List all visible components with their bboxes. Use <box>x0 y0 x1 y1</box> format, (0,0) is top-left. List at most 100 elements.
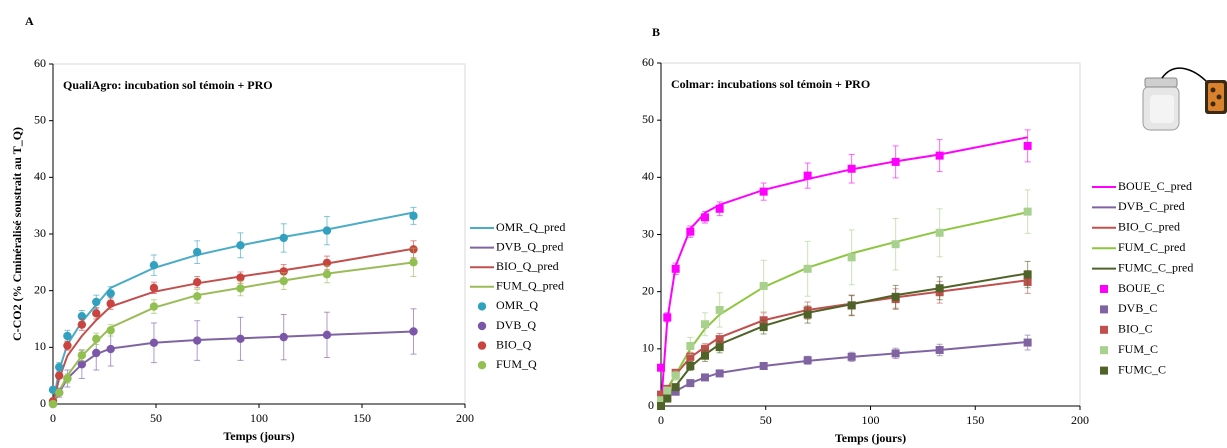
legend-swatch <box>477 321 487 331</box>
data-point <box>54 388 64 397</box>
data-point <box>686 352 695 361</box>
data-point <box>92 297 101 307</box>
data-point <box>106 289 115 298</box>
data-point <box>700 320 709 329</box>
data-point <box>847 352 856 361</box>
x-tick-label: 200 <box>1071 413 1089 427</box>
data-point <box>671 371 680 380</box>
data-point <box>759 361 768 370</box>
x-tick-label: 200 <box>456 411 474 425</box>
x-tick-label: 150 <box>353 411 371 425</box>
legend-label: OMR_Q <box>496 298 538 312</box>
data-point <box>657 363 665 372</box>
chart-title: QualiAgro: incubation sol témoin + PRO <box>63 78 273 92</box>
x-tick-label: 50 <box>150 411 162 425</box>
data-point <box>700 213 709 222</box>
data-point <box>149 302 159 311</box>
data-point <box>671 264 680 273</box>
legend-label: DVB_C_pred <box>1118 199 1185 213</box>
x-tick-label: 0 <box>50 411 56 425</box>
data-point <box>54 362 64 372</box>
legend-label: DVB_Q <box>496 318 536 332</box>
data-point <box>715 335 724 344</box>
data-point <box>77 320 87 329</box>
data-point <box>686 379 695 388</box>
data-point <box>409 211 418 221</box>
pred-line <box>660 136 1028 407</box>
chart-title: Colmar: incubations sol témoin + PRO <box>671 77 870 91</box>
legend-swatch <box>477 302 487 311</box>
legend-label: BOUE_C_pred <box>1118 179 1192 193</box>
legend-swatch <box>1100 325 1108 334</box>
data-point <box>92 348 101 358</box>
y-tick-label: 0 <box>40 396 46 410</box>
data-point <box>322 330 332 340</box>
pred-line <box>660 279 1028 407</box>
legend-label: BOUE_C <box>1118 281 1165 295</box>
y-axis-label: C-CO2 (% Cminéralisé soustrait au T_Q) <box>10 127 24 341</box>
data-point <box>715 204 724 213</box>
data-point <box>279 276 288 286</box>
y-tick-label: 20 <box>642 283 654 297</box>
data-point <box>715 369 724 378</box>
data-point <box>106 299 115 308</box>
data-point <box>671 387 680 396</box>
legend-label: BIO_C_pred <box>1118 220 1180 234</box>
y-tick-label: 20 <box>34 282 46 296</box>
data-point <box>149 283 159 293</box>
data-point <box>759 187 768 196</box>
legend-label: FUMC_C <box>1118 362 1166 376</box>
x-tick-label: 100 <box>250 411 268 425</box>
data-point <box>935 345 944 354</box>
data-point <box>803 171 812 180</box>
data-point <box>700 351 709 360</box>
data-point <box>847 253 856 262</box>
legend-label: FUM_Q <box>496 357 537 371</box>
data-point <box>686 341 695 350</box>
panel-label: A <box>25 14 34 28</box>
pred-line <box>52 330 414 405</box>
data-point <box>77 351 87 360</box>
y-tick-label: 40 <box>34 169 46 183</box>
y-tick-label: 60 <box>642 55 654 69</box>
data-point <box>193 336 202 345</box>
y-tick-label: 40 <box>642 169 654 183</box>
legend-label: BIO_Q_pred <box>496 259 559 273</box>
y-tick-label: 30 <box>34 226 46 240</box>
y-tick-label: 60 <box>34 56 46 70</box>
legend-swatch <box>1100 346 1108 355</box>
data-point <box>935 284 944 293</box>
data-point <box>322 258 332 268</box>
x-axis-label: Temps (jours) <box>835 431 906 445</box>
data-point <box>193 247 202 257</box>
data-point <box>322 226 332 235</box>
legend-label: FUMC_C_pred <box>1118 260 1193 274</box>
data-point <box>279 332 288 342</box>
data-point <box>106 344 115 354</box>
data-point <box>193 277 202 287</box>
x-tick-label: 100 <box>862 413 880 427</box>
data-point <box>63 374 72 383</box>
data-point <box>847 164 856 173</box>
data-point <box>1023 338 1032 347</box>
data-point <box>149 260 159 270</box>
data-point <box>63 331 72 341</box>
plot-frame <box>52 63 466 405</box>
data-point <box>891 240 900 249</box>
data-point <box>663 313 672 322</box>
data-point <box>322 270 332 279</box>
data-point <box>63 341 72 350</box>
y-tick-label: 10 <box>642 341 654 355</box>
legend-label: FUM_Q_pred <box>496 279 564 293</box>
data-point <box>891 349 900 358</box>
data-point <box>106 326 115 335</box>
data-point <box>1023 141 1032 150</box>
data-point <box>803 356 812 365</box>
data-point <box>409 258 418 267</box>
data-point <box>279 233 288 243</box>
x-tick-label: 150 <box>966 413 984 427</box>
data-point <box>891 157 900 166</box>
data-point <box>671 383 680 392</box>
legend-label: BIO_C <box>1118 322 1153 336</box>
